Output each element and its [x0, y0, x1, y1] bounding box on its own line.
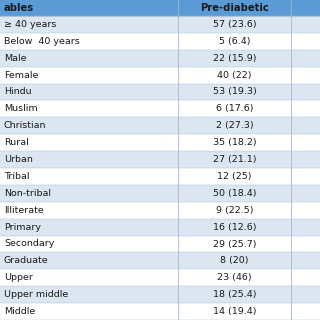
Text: Graduate: Graduate — [4, 256, 49, 265]
Text: Upper middle: Upper middle — [4, 290, 68, 299]
Text: 14 (19.4): 14 (19.4) — [213, 307, 256, 316]
Text: Upper: Upper — [4, 273, 33, 282]
Bar — [0, 252, 320, 269]
Text: Tribal: Tribal — [4, 172, 29, 181]
Bar — [0, 16, 320, 33]
Text: 35 (18.2): 35 (18.2) — [212, 138, 256, 147]
Bar — [0, 303, 320, 320]
Text: 9 (22.5): 9 (22.5) — [216, 206, 253, 215]
Bar — [0, 185, 320, 202]
Text: 53 (19.3): 53 (19.3) — [212, 87, 256, 97]
Bar — [0, 151, 320, 168]
Text: 22 (15.9): 22 (15.9) — [213, 54, 256, 63]
Bar — [0, 50, 320, 67]
Bar — [0, 134, 320, 151]
Text: ables: ables — [4, 3, 34, 13]
Text: 5 (6.4): 5 (6.4) — [219, 37, 250, 46]
Text: 50 (18.4): 50 (18.4) — [213, 189, 256, 198]
Bar — [0, 168, 320, 185]
Text: 40 (22): 40 (22) — [217, 71, 252, 80]
Text: 2 (27.3): 2 (27.3) — [216, 121, 253, 130]
Bar — [0, 100, 320, 117]
Text: Rural: Rural — [4, 138, 29, 147]
Text: Illiterate: Illiterate — [4, 206, 44, 215]
Bar — [0, 67, 320, 84]
Text: Female: Female — [4, 71, 38, 80]
Text: Below  40 years: Below 40 years — [4, 37, 80, 46]
Text: 57 (23.6): 57 (23.6) — [212, 20, 256, 29]
Bar — [0, 219, 320, 236]
Text: 18 (25.4): 18 (25.4) — [213, 290, 256, 299]
Bar — [0, 0, 320, 16]
Text: Christian: Christian — [4, 121, 46, 130]
Text: ≥ 40 years: ≥ 40 years — [4, 20, 56, 29]
Text: Male: Male — [4, 54, 27, 63]
Text: 29 (25.7): 29 (25.7) — [213, 239, 256, 249]
Bar — [0, 84, 320, 100]
Text: 8 (20): 8 (20) — [220, 256, 249, 265]
Text: 12 (25): 12 (25) — [217, 172, 252, 181]
Text: Hindu: Hindu — [4, 87, 32, 97]
Bar — [0, 117, 320, 134]
Text: Middle: Middle — [4, 307, 35, 316]
Text: Secondary: Secondary — [4, 239, 54, 249]
Bar — [0, 33, 320, 50]
Bar — [0, 269, 320, 286]
Text: 6 (17.6): 6 (17.6) — [216, 104, 253, 113]
Text: Pre-diabetic: Pre-diabetic — [200, 3, 269, 13]
Bar — [0, 202, 320, 219]
Bar — [0, 236, 320, 252]
Text: 23 (46): 23 (46) — [217, 273, 252, 282]
Text: 16 (12.6): 16 (12.6) — [213, 223, 256, 232]
Text: Muslim: Muslim — [4, 104, 38, 113]
Text: 27 (21.1): 27 (21.1) — [213, 155, 256, 164]
Text: Primary: Primary — [4, 223, 41, 232]
Bar — [0, 286, 320, 303]
Text: Non-tribal: Non-tribal — [4, 189, 51, 198]
Text: Urban: Urban — [4, 155, 33, 164]
